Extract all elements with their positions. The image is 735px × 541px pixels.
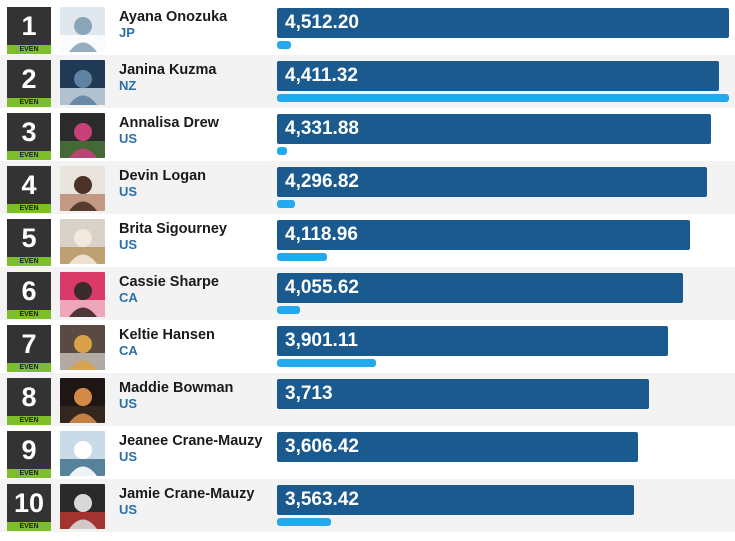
even-badge: EVEN <box>7 151 51 160</box>
score-bar: 4,055.62 <box>277 273 683 303</box>
rank-number: 2 <box>21 64 37 94</box>
score-bar: 3,901.11 <box>277 326 668 356</box>
athlete-name[interactable]: Jeanee Crane-Mauzy <box>119 433 263 449</box>
score-value: 3,563.42 <box>285 489 359 510</box>
athlete-portrait-photo[interactable] <box>60 113 105 158</box>
score-value: 4,331.88 <box>285 118 359 139</box>
secondary-bar <box>277 147 287 155</box>
athlete-country: US <box>119 184 138 199</box>
leaderboard-row-2[interactable]: 2 EVEN Janina Kuzma NZ 4,411.32 <box>0 55 735 108</box>
score-bar: 4,118.96 <box>277 220 690 250</box>
score-bar: 4,512.20 <box>277 8 729 38</box>
athlete-country: CA <box>119 290 138 305</box>
athlete-name[interactable]: Maddie Bowman <box>119 380 234 396</box>
athlete-country: US <box>119 502 138 517</box>
athlete-portrait-photo[interactable] <box>60 484 105 529</box>
leaderboard-row-9[interactable]: 9 EVEN Jeanee Crane-Mauzy US 3,606.42 <box>0 426 735 479</box>
score-bar: 3,713 <box>277 379 649 409</box>
leaderboard-row-1[interactable]: 1 EVEN Ayana Onozuka JP 4,512.20 <box>0 2 735 55</box>
secondary-bar <box>277 200 295 208</box>
rank-number: 4 <box>21 170 37 200</box>
rank-block: 4 EVEN <box>7 166 51 213</box>
even-badge: EVEN <box>7 204 51 213</box>
leaderboard-row-7[interactable]: 7 EVEN Keltie Hansen CA 3,901.11 <box>0 320 735 373</box>
score-bar: 3,563.42 <box>277 485 634 515</box>
secondary-bar <box>277 41 291 49</box>
athlete-name[interactable]: Brita Sigourney <box>119 221 227 237</box>
leaderboard-row-10[interactable]: 10 EVEN Jamie Crane-Mauzy US 3,563.42 <box>0 479 735 532</box>
even-badge: EVEN <box>7 363 51 372</box>
rank-number: 9 <box>21 435 37 465</box>
rank-block: 10 EVEN <box>7 484 51 531</box>
secondary-bar <box>277 94 729 102</box>
rank-block: 7 EVEN <box>7 325 51 372</box>
even-badge: EVEN <box>7 310 51 319</box>
athlete-country: NZ <box>119 78 137 93</box>
athlete-name[interactable]: Keltie Hansen <box>119 327 215 343</box>
athlete-portrait-photo[interactable] <box>60 166 105 211</box>
score-value: 4,411.32 <box>285 65 358 86</box>
rank-number: 3 <box>21 117 37 147</box>
rank-number: 8 <box>21 382 37 412</box>
rank-number: 7 <box>21 329 37 359</box>
athlete-portrait-photo[interactable] <box>60 219 105 264</box>
score-bar: 4,411.32 <box>277 61 719 91</box>
athlete-aerial-photo[interactable] <box>60 7 105 52</box>
rank-number: 6 <box>21 276 37 306</box>
rank-number: 10 <box>13 488 45 518</box>
athlete-country: US <box>119 237 138 252</box>
athlete-country: CA <box>119 343 138 358</box>
rank-block: 3 EVEN <box>7 113 51 160</box>
rank-number: 5 <box>21 223 37 253</box>
secondary-bar <box>277 306 300 314</box>
leaderboard-row-4[interactable]: 4 EVEN Devin Logan US 4,296.82 <box>0 161 735 214</box>
score-value: 4,512.20 <box>285 12 359 33</box>
score-bar: 3,606.42 <box>277 432 638 462</box>
rank-block: 5 EVEN <box>7 219 51 266</box>
athlete-name[interactable]: Devin Logan <box>119 168 207 184</box>
rank-block: 6 EVEN <box>7 272 51 319</box>
athlete-name[interactable]: Ayana Onozuka <box>119 9 228 25</box>
even-badge: EVEN <box>7 45 51 54</box>
athlete-portrait-photo[interactable] <box>60 378 105 423</box>
score-value: 3,901.11 <box>285 330 358 351</box>
secondary-bar <box>277 253 327 261</box>
athlete-name[interactable]: Cassie Sharpe <box>119 274 219 290</box>
leaderboard-row-8[interactable]: 8 EVEN Maddie Bowman US 3,713 <box>0 373 735 426</box>
athlete-portrait-photo[interactable] <box>60 325 105 370</box>
even-badge: EVEN <box>7 469 51 478</box>
score-value: 4,055.62 <box>285 277 359 298</box>
rank-block: 9 EVEN <box>7 431 51 478</box>
slope-scene-photo[interactable] <box>60 431 105 476</box>
athlete-country: US <box>119 131 138 146</box>
secondary-bar <box>277 518 331 526</box>
athlete-portrait-photo[interactable] <box>60 272 105 317</box>
even-badge: EVEN <box>7 522 51 531</box>
athlete-country: US <box>119 449 138 464</box>
leaderboard-row-3[interactable]: 3 EVEN Annalisa Drew US 4,331.88 <box>0 108 735 161</box>
score-value: 4,118.96 <box>285 224 358 245</box>
athlete-name[interactable]: Janina Kuzma <box>119 62 217 78</box>
rank-block: 8 EVEN <box>7 378 51 425</box>
leaderboard-row-5[interactable]: 5 EVEN Brita Sigourney US 4,118.96 <box>0 214 735 267</box>
leaderboard-row-6[interactable]: 6 EVEN Cassie Sharpe CA 4,055.62 <box>0 267 735 320</box>
even-badge: EVEN <box>7 98 51 107</box>
halfpipe-scene-photo[interactable] <box>60 60 105 105</box>
athlete-name[interactable]: Jamie Crane-Mauzy <box>119 486 255 502</box>
rank-number: 1 <box>21 11 37 41</box>
rank-block: 1 EVEN <box>7 7 51 54</box>
even-badge: EVEN <box>7 416 51 425</box>
score-value: 3,606.42 <box>285 436 359 457</box>
score-value: 4,296.82 <box>285 171 359 192</box>
score-bar: 4,296.82 <box>277 167 707 197</box>
score-bar: 4,331.88 <box>277 114 711 144</box>
secondary-bar <box>277 359 376 367</box>
athlete-name[interactable]: Annalisa Drew <box>119 115 219 131</box>
even-badge: EVEN <box>7 257 51 266</box>
athlete-country: US <box>119 396 138 411</box>
athlete-country: JP <box>119 25 135 40</box>
score-value: 3,713 <box>285 383 333 404</box>
rank-block: 2 EVEN <box>7 60 51 107</box>
